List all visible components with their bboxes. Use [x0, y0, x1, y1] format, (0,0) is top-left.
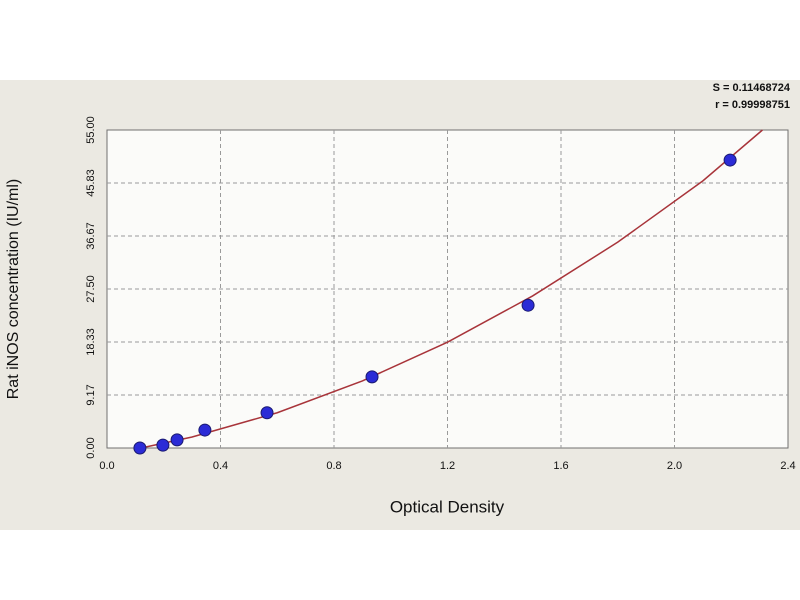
plot-area: [106, 129, 789, 449]
y-tick-label: 45.83: [85, 169, 97, 197]
y-tick-label: 55.00: [85, 116, 97, 144]
x-tick-label: 1.6: [553, 460, 568, 472]
y-tick-label: 18.33: [85, 328, 97, 356]
data-point: [260, 406, 274, 420]
data-point: [133, 441, 147, 455]
y-tick-label: 0.00: [85, 437, 97, 458]
data-point: [521, 298, 535, 312]
x-tick-label: 1.2: [440, 460, 455, 472]
data-point: [365, 370, 379, 384]
y-axis-label: Rat iNOS concentration (IU/ml): [5, 179, 22, 400]
data-point: [156, 438, 170, 452]
x-tick-label: 0.4: [213, 460, 228, 472]
x-tick-label: 2.4: [780, 460, 795, 472]
x-tick-label: 2.0: [667, 460, 682, 472]
data-point: [198, 423, 212, 437]
y-tick-label: 9.17: [85, 384, 97, 405]
x-tick-label: 0.8: [326, 460, 341, 472]
data-point: [723, 153, 737, 167]
fit-curve: [140, 129, 763, 449]
annotation: r = 0.99998751: [715, 99, 790, 111]
x-tick-label: 0.0: [99, 460, 114, 472]
y-tick-label: 27.50: [85, 275, 97, 303]
x-axis-label: Optical Density: [390, 497, 505, 516]
data-point: [170, 433, 184, 447]
annotation: S = 0.11468724: [713, 82, 791, 94]
y-tick-label: 36.67: [85, 222, 97, 250]
